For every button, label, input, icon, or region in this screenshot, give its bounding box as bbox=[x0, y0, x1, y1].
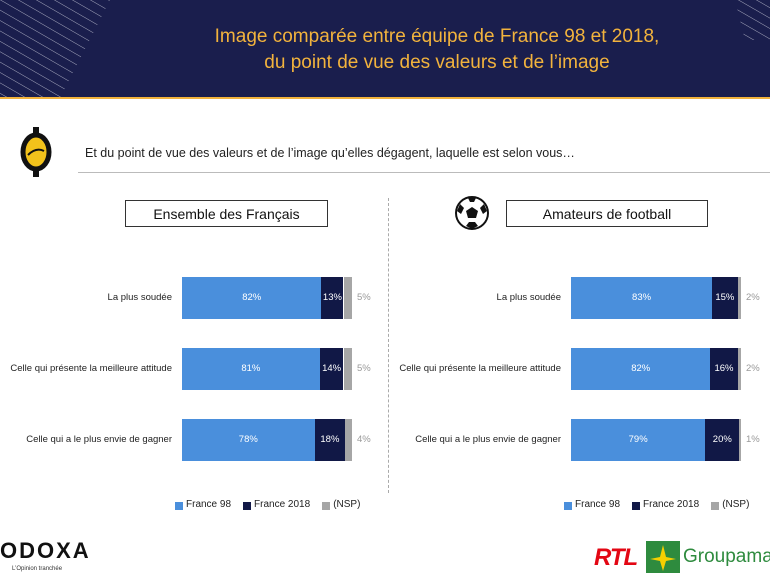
title: Image comparée entre équipe de France 98… bbox=[214, 26, 660, 73]
bar-segment bbox=[314, 419, 346, 461]
bar-segment bbox=[571, 348, 711, 390]
chart-title: Ensemble des Français bbox=[125, 200, 328, 227]
question: Et du point de vue des valeurs et de l’i… bbox=[85, 146, 575, 160]
bar-segment bbox=[705, 419, 740, 461]
value-label: 2% bbox=[746, 292, 760, 303]
bar-segment bbox=[571, 277, 713, 319]
category-label: La plus soudée bbox=[496, 292, 561, 303]
value-label: 83% bbox=[632, 292, 652, 303]
value-label: 14% bbox=[322, 363, 342, 374]
value-label: 2% bbox=[746, 363, 760, 374]
value-label: 4% bbox=[357, 434, 371, 445]
value-label: 78% bbox=[238, 434, 258, 445]
value-label: 82% bbox=[631, 363, 651, 374]
legend-swatch bbox=[632, 502, 641, 510]
odoxa-icon bbox=[20, 127, 52, 177]
legend-swatch bbox=[711, 502, 720, 510]
bar-segment bbox=[739, 419, 741, 461]
value-label: 13% bbox=[322, 292, 342, 303]
bar-segment bbox=[712, 277, 738, 319]
bar-segment bbox=[345, 419, 352, 461]
value-label: 82% bbox=[242, 292, 262, 303]
header-band bbox=[0, 0, 770, 99]
category-label: Celle qui présente la meilleure attitude bbox=[10, 363, 172, 374]
partner-rtl: RTL bbox=[594, 544, 638, 571]
chart-title: Amateurs de football bbox=[506, 200, 708, 227]
legend-label: France 98 bbox=[186, 499, 232, 510]
bar-segment bbox=[182, 277, 322, 319]
category-label: Celle qui a le plus envie de gagner bbox=[26, 434, 172, 445]
ball-icon bbox=[455, 196, 489, 230]
legend-label: France 2018 bbox=[254, 499, 311, 510]
separator bbox=[78, 172, 770, 173]
divider bbox=[388, 198, 389, 493]
bar-segment bbox=[571, 419, 706, 461]
bar-segment bbox=[319, 348, 344, 390]
bar-segment bbox=[182, 348, 320, 390]
brand: ODOXA bbox=[0, 538, 91, 563]
legend-label: France 98 bbox=[575, 499, 621, 510]
partner-groupama: Groupama bbox=[683, 546, 770, 567]
value-label: 20% bbox=[712, 434, 732, 445]
bar-segment bbox=[182, 419, 315, 461]
legend-swatch bbox=[564, 502, 572, 510]
legend-label: (NSP) bbox=[722, 499, 750, 510]
bar-segment bbox=[737, 348, 741, 390]
value-label: 5% bbox=[357, 292, 371, 303]
bar-segment bbox=[321, 277, 344, 319]
value-label: 1% bbox=[746, 434, 760, 445]
category-label: Celle qui présente la meilleure attitude bbox=[399, 363, 561, 374]
legend-swatch bbox=[322, 502, 331, 510]
groupama-icon bbox=[646, 541, 680, 573]
tagline: L’Opinion tranchée bbox=[12, 566, 63, 572]
value-label: 15% bbox=[715, 292, 735, 303]
legend-label: (NSP) bbox=[333, 499, 361, 510]
value-label: 18% bbox=[320, 434, 340, 445]
legend-swatch bbox=[175, 502, 183, 510]
value-label: 79% bbox=[628, 434, 648, 445]
legend-swatch bbox=[243, 502, 252, 510]
value-label: 16% bbox=[714, 363, 734, 374]
bar-segment bbox=[343, 348, 352, 390]
category-label: La plus soudée bbox=[107, 292, 172, 303]
bar-segment bbox=[343, 277, 352, 319]
bar-segment bbox=[737, 277, 741, 319]
bar-segment bbox=[710, 348, 738, 390]
category-label: Celle qui a le plus envie de gagner bbox=[415, 434, 561, 445]
legend-label: France 2018 bbox=[643, 499, 700, 510]
value-label: 5% bbox=[357, 363, 371, 374]
value-label: 81% bbox=[241, 363, 261, 374]
